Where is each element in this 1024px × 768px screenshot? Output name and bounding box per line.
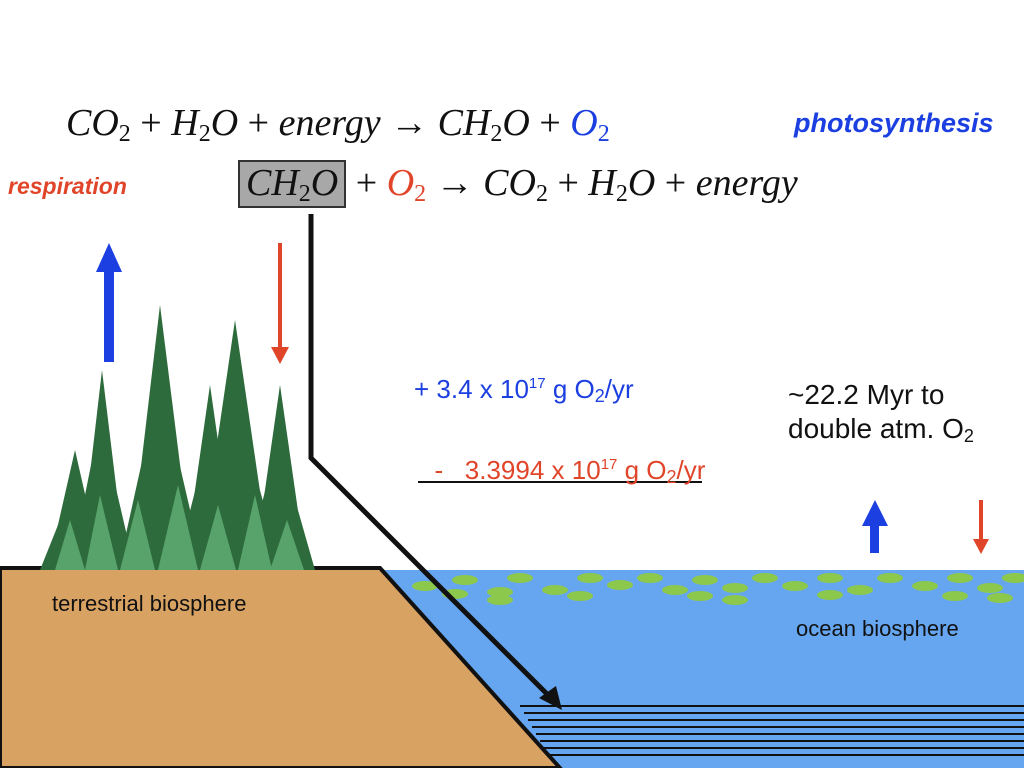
oxygen-reactant: O (386, 162, 415, 204)
ocean-biosphere-label: ocean biosphere (796, 616, 959, 641)
doubling-time-note: ~22.2 Myr to double atm. O2 (788, 379, 974, 446)
up-arrow-icon (862, 500, 888, 553)
down-arrow-icon (973, 500, 989, 554)
sediment-layers (520, 705, 1024, 756)
respiration-label: respiration (8, 173, 127, 199)
consumption-flux: - 3.3994 x 1017 g O2/yr (434, 455, 706, 488)
production-flux: + 3.4 x 1017 g O2/yr (414, 374, 634, 406)
plankton-cells (412, 573, 1024, 605)
up-arrow-icon (96, 243, 122, 362)
photosynthesis-label: photosynthesis (794, 108, 994, 138)
oxygen-product: O (570, 102, 598, 144)
respiration-equation: CH2O + O2 → CO2 + H2O + energy (238, 160, 798, 208)
conifer-tree-icon (40, 305, 315, 570)
down-arrow-icon (271, 243, 289, 364)
terrestrial-biosphere-label: terrestrial biosphere (52, 591, 247, 616)
burial-arrow-icon (308, 214, 555, 702)
photosynthesis-equation: CO2 + H2O + energy → CH2O + O2 (66, 102, 610, 147)
burial-arrowhead (539, 686, 562, 710)
organic-carbon-box: CH2O (238, 160, 347, 208)
eq-term: CO (66, 102, 119, 144)
